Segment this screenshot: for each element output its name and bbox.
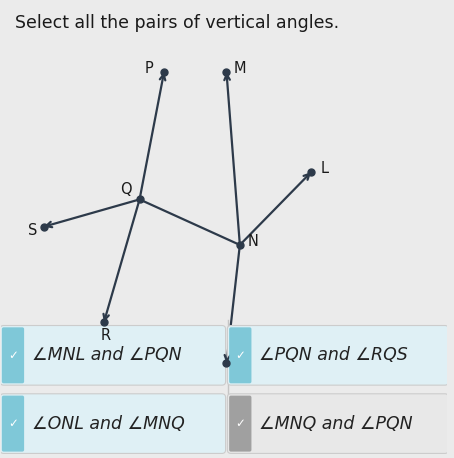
- Text: ✓: ✓: [8, 349, 18, 362]
- FancyBboxPatch shape: [2, 327, 24, 383]
- Text: L: L: [321, 161, 329, 176]
- Text: P: P: [145, 61, 154, 76]
- Text: ∠PQN and ∠RQS: ∠PQN and ∠RQS: [260, 346, 408, 364]
- Text: S: S: [28, 223, 37, 238]
- FancyBboxPatch shape: [2, 396, 24, 452]
- FancyBboxPatch shape: [0, 326, 226, 385]
- Text: M: M: [234, 61, 246, 76]
- Text: ∠MNL and ∠PQN: ∠MNL and ∠PQN: [32, 346, 182, 364]
- FancyBboxPatch shape: [229, 327, 252, 383]
- FancyBboxPatch shape: [229, 396, 252, 452]
- Text: Select all the pairs of vertical angles.: Select all the pairs of vertical angles.: [15, 14, 339, 32]
- Text: Q: Q: [120, 182, 132, 197]
- Text: O: O: [231, 365, 242, 380]
- Text: ✓: ✓: [235, 349, 245, 362]
- Text: ∠ONL and ∠MNQ: ∠ONL and ∠MNQ: [32, 414, 185, 433]
- FancyBboxPatch shape: [227, 394, 449, 453]
- Text: ✓: ✓: [235, 417, 245, 430]
- Text: ✓: ✓: [8, 417, 18, 430]
- Text: ∠MNQ and ∠PQN: ∠MNQ and ∠PQN: [260, 414, 413, 433]
- Text: N: N: [248, 234, 259, 249]
- Text: R: R: [101, 327, 111, 343]
- FancyBboxPatch shape: [227, 326, 449, 385]
- FancyBboxPatch shape: [0, 394, 226, 453]
